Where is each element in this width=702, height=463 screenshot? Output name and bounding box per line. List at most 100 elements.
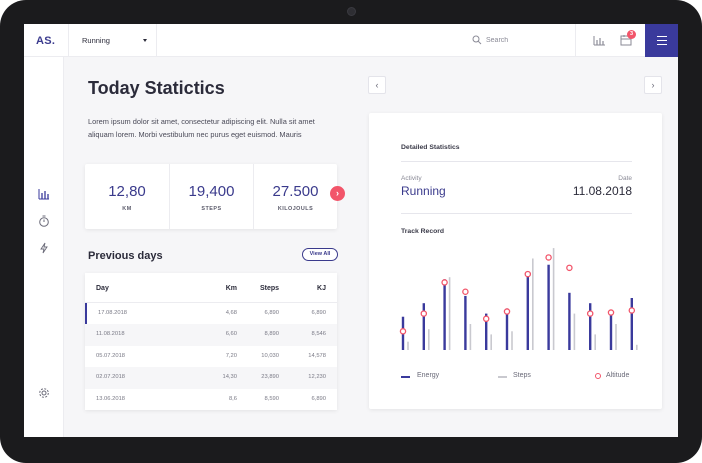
previous-days-table: Day Km Steps KJ 17.08.2018 4,68 6,890 6,… [85,273,337,410]
activity-select[interactable]: Running [68,24,157,57]
steps-bar [636,344,638,350]
activity-label: Activity [401,175,422,182]
stat-unit: KM [122,206,132,212]
page-title: Today Statictics [88,78,225,98]
table-header: Day Km Steps KJ [85,273,337,303]
details-card: Detailed Statistics Activity Running Dat… [369,113,662,409]
hamburger-icon [657,44,667,46]
cell-steps: 8,590 [264,395,279,402]
divider [401,213,632,214]
cell-steps: 10,030 [261,352,279,359]
steps-bar [407,341,409,350]
activity-select-value: Running [82,36,110,45]
energy-bar [589,303,592,350]
steps-bar [594,334,596,350]
stopwatch-icon[interactable] [38,215,50,227]
cell-kj: 8,546 [311,331,326,338]
cell-km: 7,20 [225,352,237,359]
steps-bar [511,331,513,350]
cell-steps: 8,890 [264,331,279,338]
steps-bar [532,258,534,350]
energy-bar [443,279,446,350]
energy-bar [568,292,571,350]
cell-kj: 14,578 [308,352,326,359]
altitude-marker [545,254,552,261]
energy-bar [547,264,550,350]
energy-bar [609,313,613,350]
table-row[interactable]: 13.06.2018 8,6 8,590 6,890 [85,389,337,410]
altitude-marker [399,328,407,335]
track-record-chart [399,248,638,350]
altitude-marker [503,308,511,315]
steps-bar [448,277,451,350]
cell-day: 11.08.2018 [96,331,125,338]
altitude-marker [462,288,469,296]
cell-day: 17.08.2018 [98,310,128,316]
cell-kj: 6,890 [311,395,326,402]
energy-bar [630,298,633,350]
energy-bar [505,308,509,350]
search-input[interactable] [486,34,566,47]
hamburger-icon [657,40,667,42]
caret-down-icon [143,39,147,42]
altitude-marker [441,279,448,286]
cell-day: 02.07.2018 [96,374,126,381]
altitude-marker [586,310,594,317]
intro-text: Lorem ipsum dolor sit amet, consectetur … [88,117,315,139]
cell-steps: 23,890 [261,374,279,381]
cell-day: 13.06.2018 [96,395,126,402]
lightning-icon[interactable] [38,242,50,254]
prev-arrow-button[interactable]: ‹ [368,76,386,94]
altitude-marker [524,270,532,278]
menu-button[interactable] [645,24,678,57]
cell-km: 14,30 [222,374,237,381]
date-value: 11.08.2018 [572,184,632,198]
bar-chart-icon[interactable] [593,35,606,46]
table-row[interactable]: 02.07.2018 14,30 23,890 12,230 [85,367,337,389]
top-bar: AS. Running [24,24,678,57]
stat-unit: KILOJOULS [277,206,314,212]
sidebar [24,57,64,437]
chart-legend: Energy Steps Altitude [401,372,632,382]
stat-value: 12,80 [108,183,146,200]
steps-bar [428,329,430,350]
altitude-marker [566,264,573,272]
legend-swatch-altitude [595,373,601,379]
stat-km: 12,80 KM [85,164,169,229]
steps-bar [615,324,617,350]
altitude-marker [628,307,636,314]
legend-swatch-energy [401,376,410,378]
table-row[interactable]: 17.08.2018 4,68 6,890 6,890 [85,303,337,325]
app-logo[interactable]: AS. [36,35,56,47]
altitude-marker [482,315,490,323]
divider [401,161,632,162]
stat-value: 19,400 [188,183,235,200]
legend-energy: Energy [417,372,440,379]
cell-kj: 12,230 [308,374,326,381]
details-heading: Detailed Statistics [401,144,460,151]
cell-km: 4,68 [225,310,237,316]
cell-kj: 6,890 [311,310,326,316]
steps-bar [552,248,555,350]
table-row[interactable]: 11.08.2018 6,60 8,890 8,546 [85,324,337,346]
col-day: Day [96,285,109,292]
camera [347,7,356,16]
view-all-button[interactable]: View All [302,248,338,261]
next-stats-button[interactable]: › [330,186,345,201]
energy-bar [422,303,425,350]
settings-gear-icon[interactable] [38,387,50,399]
stat-steps: 19,400 STEPS [169,164,253,229]
cell-steps: 6,890 [264,310,279,316]
stat-unit: STEPS [201,206,222,212]
energy-bar [485,313,488,350]
previous-days-title: Previous days [88,250,163,262]
altitude-marker [607,309,615,316]
steps-bar [469,324,472,350]
table-row[interactable]: 05.07.2018 7,20 10,030 14,578 [85,346,337,367]
search-box[interactable] [470,33,570,49]
stats-icon[interactable] [38,188,50,200]
steps-bar [573,313,576,350]
col-kj: KJ [317,285,326,292]
next-arrow-button[interactable]: › [644,76,662,94]
